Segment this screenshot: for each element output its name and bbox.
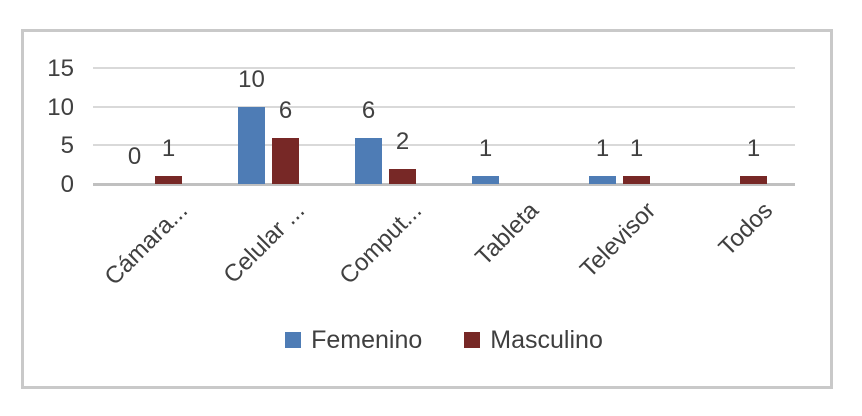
x-axis-line (93, 183, 795, 186)
bar-value-label: 1 (746, 135, 761, 163)
bar-masculino[interactable] (155, 176, 182, 184)
x-axis-category-label: Tableta (469, 197, 544, 271)
legend-swatch-femenino (285, 332, 302, 348)
bar-masculino[interactable] (623, 176, 650, 184)
bar-masculino[interactable] (272, 137, 299, 184)
bar-value-label: 1 (478, 135, 493, 163)
x-axis-category-label: Televisor (574, 197, 661, 284)
legend-swatch-masculino (464, 332, 481, 348)
legend-label: Femenino (311, 326, 423, 354)
bar-femenino[interactable] (472, 176, 499, 184)
x-axis-category-label: Cámara... (98, 197, 193, 291)
bar-femenino[interactable] (238, 106, 265, 184)
y-axis-tick-label: 0 (60, 171, 74, 198)
x-axis-category-label: Comput... (333, 197, 427, 290)
bar-value-label: 2 (395, 127, 410, 155)
legend: Femenino Masculino (93, 322, 795, 358)
bar-value-label: 1 (629, 135, 644, 163)
bar-value-label: 6 (278, 96, 293, 124)
y-axis-tick-label: 15 (47, 55, 74, 82)
bar-value-label: 1 (161, 135, 176, 163)
bar-masculino[interactable] (389, 168, 416, 184)
gridline (93, 105, 795, 108)
gridline (93, 67, 795, 69)
gridline (93, 144, 795, 147)
bar-femenino[interactable] (589, 176, 616, 184)
bar-value-label: 0 (127, 143, 142, 170)
bar-masculino[interactable] (740, 176, 767, 184)
x-axis-category-label: Todos (713, 197, 778, 262)
legend-item-masculino[interactable]: Masculino (464, 325, 603, 355)
legend-label: Masculino (490, 326, 603, 354)
bar-femenino[interactable] (355, 137, 382, 184)
bar-value-label: 1 (595, 135, 610, 163)
bar-value-label: 6 (361, 96, 376, 124)
y-axis-tick-label: 5 (60, 132, 74, 160)
legend-item-femenino[interactable]: Femenino (285, 325, 422, 355)
x-axis-category-label: Celular ... (217, 197, 310, 289)
y-axis-tick-label: 10 (47, 93, 74, 121)
bar-value-label: 10 (238, 65, 265, 93)
chart-frame[interactable]: 0 5 10 15 0 1 Cámara... 10 6 Celular ... 6 2 Comput.… (21, 29, 833, 389)
